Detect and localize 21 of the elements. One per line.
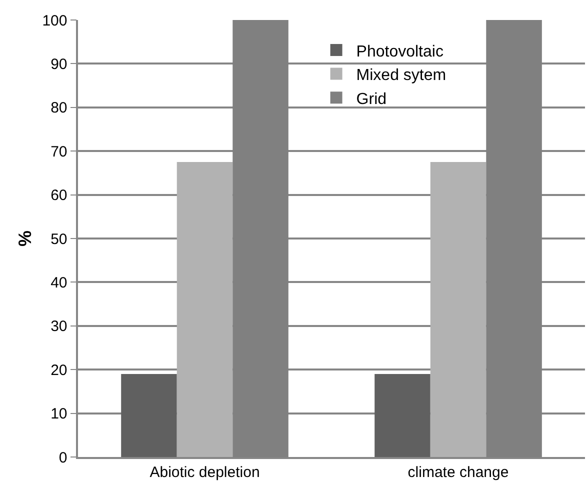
y-axis-title: %: [14, 230, 35, 247]
legend-label: Mixed sytem: [356, 67, 446, 84]
bar: [176, 162, 233, 457]
y-tick-label: 30: [50, 318, 68, 336]
legend-label: Photovoltaic: [356, 43, 444, 60]
y-tick-label: 80: [50, 100, 68, 117]
y-tick-label: 40: [50, 274, 68, 292]
bar: [121, 374, 177, 457]
x-tick-label: climate change: [408, 464, 509, 481]
bar: [430, 162, 486, 457]
y-tick-label: 100: [42, 12, 68, 30]
y-tick-label: 60: [50, 187, 68, 204]
bar: [374, 374, 430, 457]
y-tick-label: 10: [50, 406, 68, 423]
y-tick-label: 20: [50, 362, 68, 379]
y-tick-label: 90: [50, 56, 68, 73]
legend-label: Grid: [356, 90, 387, 108]
y-tick-label: 70: [50, 143, 68, 160]
x-tick-label: Abiotic depletion: [150, 464, 260, 481]
y-tick-label: 50: [50, 230, 68, 248]
y-tick-label: 0: [58, 449, 68, 466]
